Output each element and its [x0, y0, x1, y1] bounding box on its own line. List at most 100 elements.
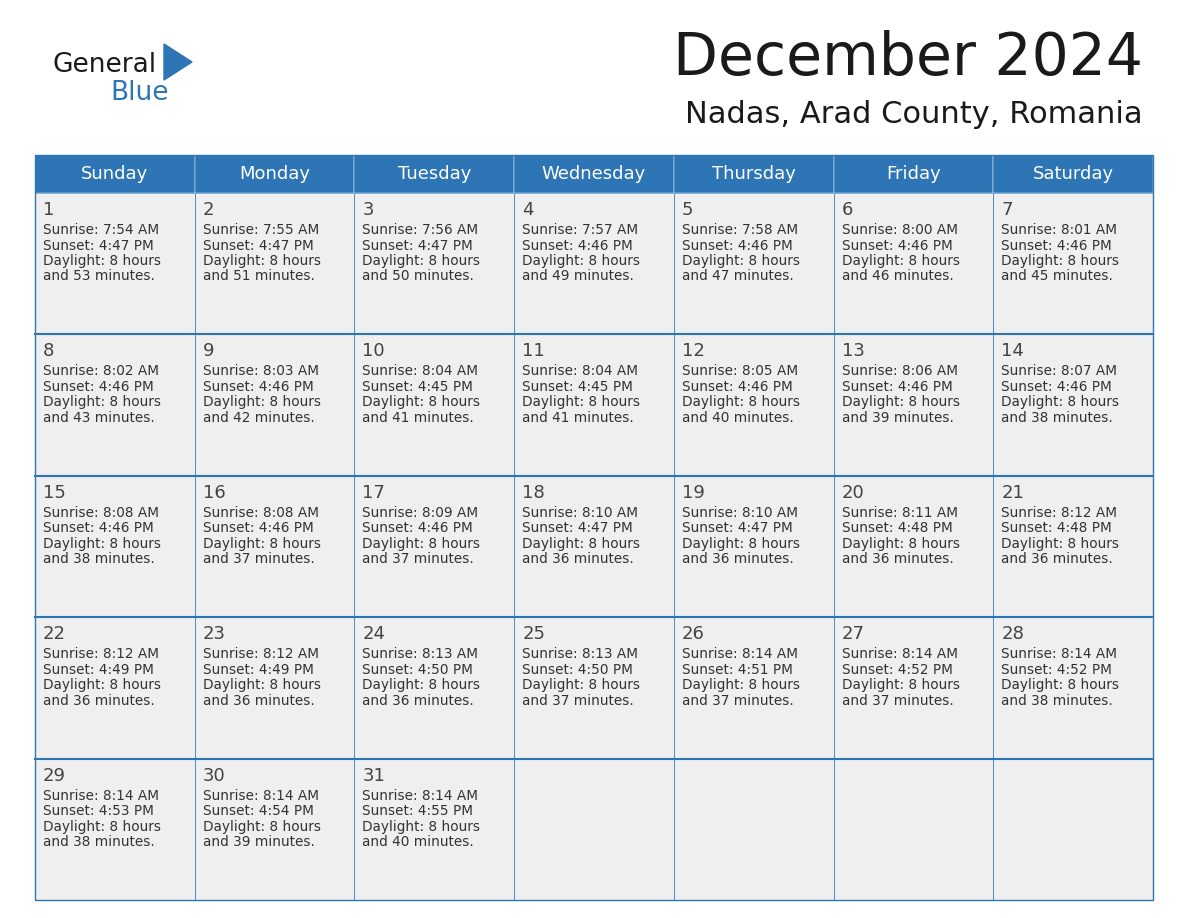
- Text: and 40 minutes.: and 40 minutes.: [682, 411, 794, 425]
- Text: and 42 minutes.: and 42 minutes.: [203, 411, 315, 425]
- Text: Sunrise: 8:11 AM: Sunrise: 8:11 AM: [841, 506, 958, 520]
- Text: Sunset: 4:47 PM: Sunset: 4:47 PM: [682, 521, 792, 535]
- Bar: [354, 617, 514, 758]
- Text: Daylight: 8 hours: Daylight: 8 hours: [203, 678, 321, 692]
- Bar: [834, 155, 993, 193]
- Text: Sunrise: 8:09 AM: Sunrise: 8:09 AM: [362, 506, 479, 520]
- Bar: [34, 617, 195, 758]
- Text: Sunset: 4:46 PM: Sunset: 4:46 PM: [203, 380, 314, 394]
- Text: Sunrise: 8:05 AM: Sunrise: 8:05 AM: [682, 364, 798, 378]
- Text: Daylight: 8 hours: Daylight: 8 hours: [841, 396, 960, 409]
- Text: Daylight: 8 hours: Daylight: 8 hours: [43, 396, 162, 409]
- Text: Daylight: 8 hours: Daylight: 8 hours: [523, 678, 640, 692]
- Bar: [195, 155, 354, 193]
- Bar: [834, 334, 993, 476]
- Text: Sunrise: 7:55 AM: Sunrise: 7:55 AM: [203, 223, 318, 237]
- Text: Sunrise: 7:54 AM: Sunrise: 7:54 AM: [43, 223, 159, 237]
- Text: Sunset: 4:51 PM: Sunset: 4:51 PM: [682, 663, 792, 677]
- Text: and 36 minutes.: and 36 minutes.: [841, 553, 953, 566]
- Text: and 37 minutes.: and 37 minutes.: [203, 553, 315, 566]
- Text: Sunset: 4:46 PM: Sunset: 4:46 PM: [682, 380, 792, 394]
- Text: Sunset: 4:46 PM: Sunset: 4:46 PM: [1001, 380, 1112, 394]
- Text: Sunset: 4:52 PM: Sunset: 4:52 PM: [1001, 663, 1112, 677]
- Text: Sunrise: 8:14 AM: Sunrise: 8:14 AM: [43, 789, 159, 802]
- Text: and 36 minutes.: and 36 minutes.: [682, 553, 794, 566]
- Text: Daylight: 8 hours: Daylight: 8 hours: [203, 396, 321, 409]
- Text: 5: 5: [682, 201, 694, 219]
- Text: Daylight: 8 hours: Daylight: 8 hours: [362, 537, 480, 551]
- Text: and 38 minutes.: and 38 minutes.: [1001, 411, 1113, 425]
- Text: 13: 13: [841, 342, 865, 361]
- Text: Sunrise: 8:14 AM: Sunrise: 8:14 AM: [841, 647, 958, 661]
- Text: and 37 minutes.: and 37 minutes.: [841, 694, 953, 708]
- Text: Sunrise: 8:08 AM: Sunrise: 8:08 AM: [203, 506, 318, 520]
- Bar: [195, 758, 354, 900]
- Text: Daylight: 8 hours: Daylight: 8 hours: [841, 678, 960, 692]
- Text: Sunrise: 8:00 AM: Sunrise: 8:00 AM: [841, 223, 958, 237]
- Text: Sunset: 4:45 PM: Sunset: 4:45 PM: [523, 380, 633, 394]
- Text: and 36 minutes.: and 36 minutes.: [43, 694, 154, 708]
- Text: Daylight: 8 hours: Daylight: 8 hours: [523, 396, 640, 409]
- Text: 20: 20: [841, 484, 865, 502]
- Text: and 43 minutes.: and 43 minutes.: [43, 411, 154, 425]
- Bar: [834, 617, 993, 758]
- Text: Sunset: 4:47 PM: Sunset: 4:47 PM: [203, 239, 314, 252]
- Text: Daylight: 8 hours: Daylight: 8 hours: [1001, 396, 1119, 409]
- Text: and 36 minutes.: and 36 minutes.: [1001, 553, 1113, 566]
- Text: Daylight: 8 hours: Daylight: 8 hours: [1001, 678, 1119, 692]
- Bar: [993, 193, 1154, 334]
- Text: Sunrise: 7:57 AM: Sunrise: 7:57 AM: [523, 223, 638, 237]
- Text: Daylight: 8 hours: Daylight: 8 hours: [43, 254, 162, 268]
- Text: and 37 minutes.: and 37 minutes.: [362, 553, 474, 566]
- Bar: [834, 193, 993, 334]
- Text: 30: 30: [203, 767, 226, 785]
- Text: Sunset: 4:45 PM: Sunset: 4:45 PM: [362, 380, 473, 394]
- Bar: [34, 476, 195, 617]
- Text: 25: 25: [523, 625, 545, 644]
- Text: Sunset: 4:46 PM: Sunset: 4:46 PM: [1001, 239, 1112, 252]
- Bar: [354, 193, 514, 334]
- Bar: [195, 476, 354, 617]
- Text: 17: 17: [362, 484, 385, 502]
- Text: Daylight: 8 hours: Daylight: 8 hours: [682, 254, 800, 268]
- Text: 10: 10: [362, 342, 385, 361]
- Text: Thursday: Thursday: [712, 165, 796, 183]
- Text: Sunset: 4:48 PM: Sunset: 4:48 PM: [1001, 521, 1112, 535]
- Polygon shape: [164, 44, 192, 80]
- Text: Sunset: 4:55 PM: Sunset: 4:55 PM: [362, 804, 474, 818]
- Text: General: General: [52, 52, 156, 78]
- Text: 8: 8: [43, 342, 55, 361]
- Text: Daylight: 8 hours: Daylight: 8 hours: [682, 678, 800, 692]
- Bar: [993, 476, 1154, 617]
- Text: Sunrise: 8:12 AM: Sunrise: 8:12 AM: [1001, 506, 1117, 520]
- Bar: [674, 476, 834, 617]
- Text: Sunrise: 7:58 AM: Sunrise: 7:58 AM: [682, 223, 798, 237]
- Text: Sunrise: 8:07 AM: Sunrise: 8:07 AM: [1001, 364, 1117, 378]
- Bar: [674, 193, 834, 334]
- Text: Sunrise: 8:14 AM: Sunrise: 8:14 AM: [362, 789, 479, 802]
- Text: Sunset: 4:46 PM: Sunset: 4:46 PM: [682, 239, 792, 252]
- Bar: [34, 155, 195, 193]
- Bar: [834, 476, 993, 617]
- Text: Sunrise: 8:12 AM: Sunrise: 8:12 AM: [43, 647, 159, 661]
- Text: and 37 minutes.: and 37 minutes.: [682, 694, 794, 708]
- Text: and 41 minutes.: and 41 minutes.: [523, 411, 634, 425]
- Text: Sunrise: 8:14 AM: Sunrise: 8:14 AM: [203, 789, 318, 802]
- Text: Daylight: 8 hours: Daylight: 8 hours: [362, 820, 480, 834]
- Text: Sunrise: 8:02 AM: Sunrise: 8:02 AM: [43, 364, 159, 378]
- Text: 2: 2: [203, 201, 214, 219]
- Bar: [514, 155, 674, 193]
- Text: Daylight: 8 hours: Daylight: 8 hours: [523, 254, 640, 268]
- Text: Sunset: 4:50 PM: Sunset: 4:50 PM: [523, 663, 633, 677]
- Text: and 41 minutes.: and 41 minutes.: [362, 411, 474, 425]
- Text: Daylight: 8 hours: Daylight: 8 hours: [203, 820, 321, 834]
- Bar: [34, 155, 1154, 900]
- Text: Sunrise: 7:56 AM: Sunrise: 7:56 AM: [362, 223, 479, 237]
- Text: Sunset: 4:48 PM: Sunset: 4:48 PM: [841, 521, 953, 535]
- Text: and 38 minutes.: and 38 minutes.: [43, 835, 154, 849]
- Text: Sunrise: 8:13 AM: Sunrise: 8:13 AM: [523, 647, 638, 661]
- Text: Sunset: 4:47 PM: Sunset: 4:47 PM: [362, 239, 473, 252]
- Text: Friday: Friday: [886, 165, 941, 183]
- Text: 14: 14: [1001, 342, 1024, 361]
- Text: Daylight: 8 hours: Daylight: 8 hours: [682, 537, 800, 551]
